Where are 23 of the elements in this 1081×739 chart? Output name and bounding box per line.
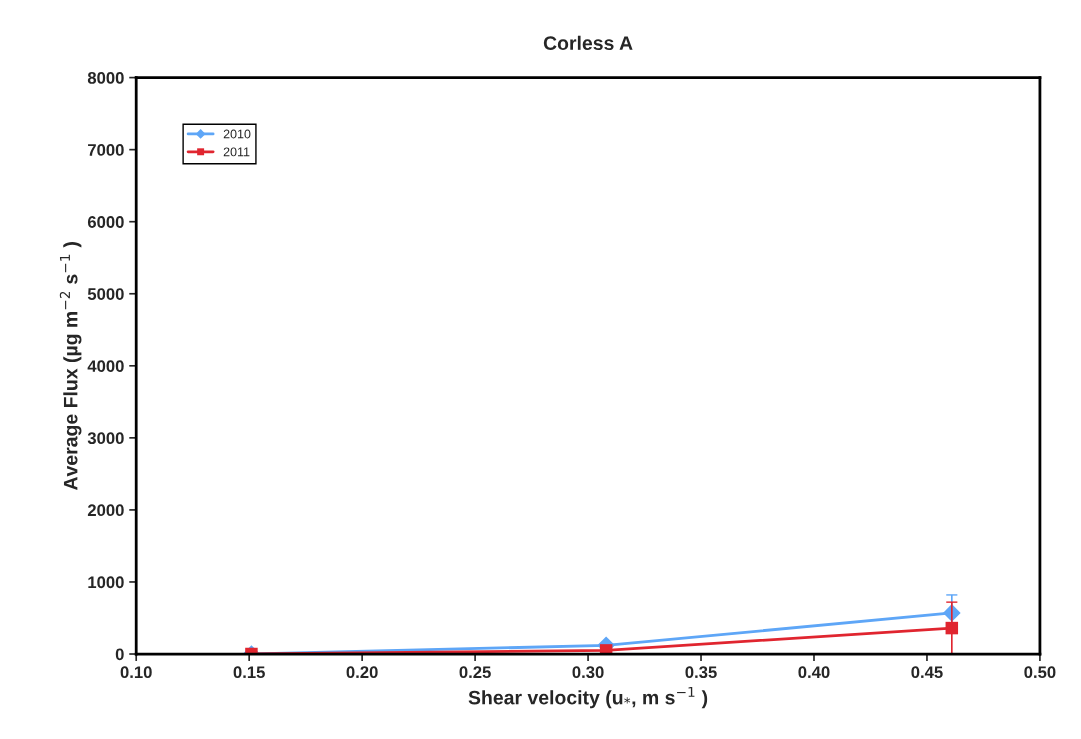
y-tick-label: 5000 [87,288,124,300]
y-tick-label: 6000 [87,216,124,228]
x-axis-title: Shear velocity (u$_{*}$, m s$^{−1}$ ) [468,686,708,709]
x-tick-label: 0.35 [685,666,717,679]
legend-label: 2011 [223,147,250,157]
x-tick-label: 0.15 [233,666,265,679]
y-tick-label: 3000 [87,432,124,445]
x-tick-label: 0.30 [572,666,604,679]
y-tick-label: 2000 [87,504,124,517]
chart-title: Corless A [543,35,633,51]
y-tick-label: 0 [115,648,124,661]
x-tick-label: 0.40 [798,666,830,679]
x-tick-label: 0.50 [1024,666,1056,679]
y-tick-label: 7000 [88,144,124,156]
x-tick-label: 0.25 [459,666,491,679]
x-tick-label: 0.10 [120,666,152,679]
y-tick-label: 1000 [88,576,124,589]
x-tick-label: 0.20 [346,666,378,679]
y-tick-label: 8000 [87,72,124,84]
legend-label: 2010 [223,129,251,139]
x-tick-label: 0.45 [911,666,943,679]
y-tick-label: 4000 [87,360,124,373]
y-axis-title: Average Flux (µg m$^{−2}$ s$^{−1}$ ) [59,242,82,491]
